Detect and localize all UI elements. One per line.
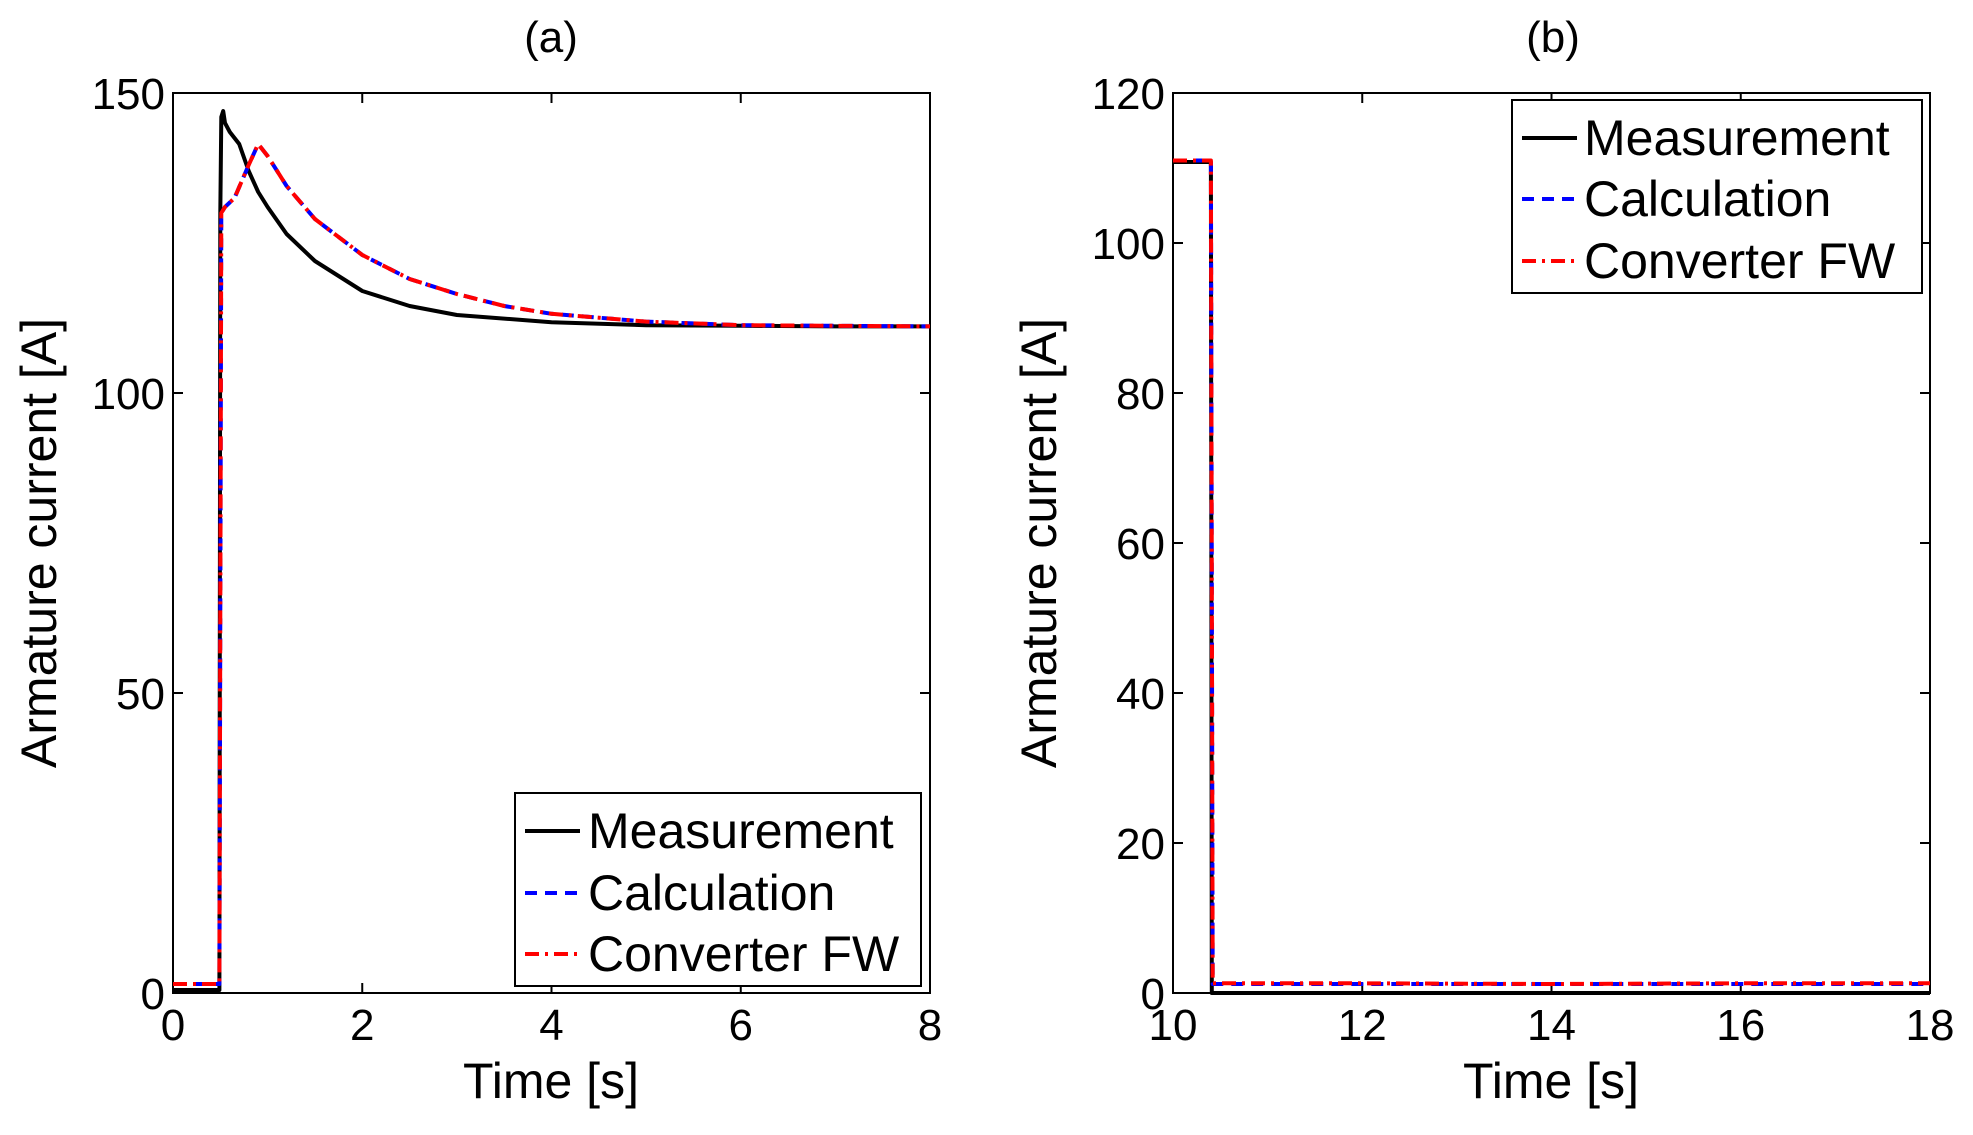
panel-a-series	[173, 109, 931, 992]
panel-a-y-tick-label: 0	[141, 970, 165, 1019]
panel-a-legend-label-calculation: Calculation	[588, 865, 835, 921]
panel-b-x-tick-label: 14	[1527, 1001, 1576, 1050]
panel-a: (a) 0 2 4 6 8 0 50 100 150 Time [s] Armature cur…	[11, 13, 942, 1109]
panel-b-y-tick-label: 20	[1116, 820, 1165, 869]
panel-a-x-tick-label: 6	[729, 1001, 753, 1050]
panel-b-x-tick-label: 10	[1149, 1001, 1198, 1050]
panel-b-ticks: 10 12 14 16 18 0 20 40 60 80 100 120	[1092, 70, 1955, 1050]
panel-b-x-tick-label: 12	[1338, 1001, 1387, 1050]
panel-a-series-measurement	[173, 109, 930, 992]
panel-a-y-axis-label: Armature current [A]	[11, 318, 67, 768]
panel-a-y-tick-label: 100	[92, 370, 165, 419]
panel-a-x-tick-label: 4	[539, 1001, 563, 1050]
panel-b-legend-box	[1511, 99, 1923, 294]
panel-b-legend: Measurement Calculation Converter FW	[1511, 99, 1923, 294]
panel-a-title: (a)	[524, 13, 578, 62]
panel-b-x-axis-label: Time [s]	[1463, 1053, 1639, 1109]
panel-a-ticks: 0 2 4 6 8 0 50 100 150	[92, 70, 943, 1050]
panel-b-y-tick-label: 0	[1141, 970, 1165, 1019]
panel-b-y-tick-label: 60	[1116, 520, 1165, 569]
panel-a-legend-label-converter-fw: Converter FW	[588, 926, 900, 982]
panel-b-legend-label-calculation: Calculation	[1584, 171, 1831, 227]
panel-b: (b) 10 12 14 16 18 0 20 40 60 80 100 120 Time [s] A…	[1011, 13, 1954, 1109]
panel-a-y-tick-label: 50	[116, 670, 165, 719]
panel-b-series-converter-fw	[1173, 158, 1930, 986]
panel-b-y-axis-label: Armature current [A]	[1011, 318, 1067, 768]
panel-a-series-converter-fw	[173, 142, 931, 986]
panel-b-legend-label-converter-fw: Converter FW	[1584, 233, 1896, 289]
panel-a-x-tick-label: 0	[161, 1001, 185, 1050]
panel-a-legend: Measurement Calculation Converter FW	[514, 792, 922, 987]
panel-b-y-tick-label: 40	[1116, 670, 1165, 719]
panel-a-x-tick-label: 8	[918, 1001, 942, 1050]
panel-a-y-tick-label: 150	[92, 70, 165, 119]
panel-a-legend-label-measurement: Measurement	[588, 803, 894, 859]
panel-a-legend-box	[514, 792, 922, 987]
panel-b-series	[1173, 158, 1930, 995]
panel-a-x-axis-label: Time [s]	[463, 1053, 639, 1109]
panel-a-x-tick-label: 2	[350, 1001, 374, 1050]
panel-b-y-tick-label: 100	[1092, 220, 1165, 269]
panel-b-x-tick-label: 16	[1716, 1001, 1765, 1050]
panel-b-y-tick-label: 80	[1116, 370, 1165, 419]
panel-b-y-tick-label: 120	[1092, 70, 1165, 119]
panel-b-title: (b)	[1526, 13, 1580, 62]
panel-b-x-tick-label: 18	[1906, 1001, 1955, 1050]
panel-b-legend-label-measurement: Measurement	[1584, 110, 1890, 166]
